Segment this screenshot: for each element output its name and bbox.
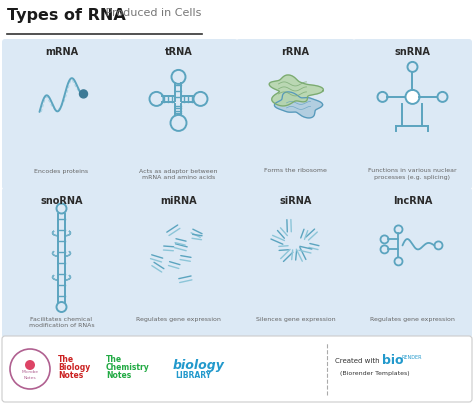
FancyBboxPatch shape	[353, 187, 472, 338]
Text: The: The	[106, 354, 122, 364]
FancyBboxPatch shape	[3, 40, 471, 337]
Text: LIBRARY: LIBRARY	[175, 370, 211, 379]
Text: snRNA: snRNA	[394, 47, 430, 57]
Text: Regulates gene expression: Regulates gene expression	[370, 317, 455, 322]
Text: Chemistry: Chemistry	[106, 362, 150, 372]
Text: Notes: Notes	[24, 376, 36, 380]
Text: miRNA: miRNA	[160, 196, 197, 206]
Text: RENDER: RENDER	[401, 355, 421, 360]
Text: bio: bio	[382, 354, 403, 368]
Text: siRNA: siRNA	[279, 196, 312, 206]
Circle shape	[80, 90, 88, 98]
Text: The: The	[58, 354, 74, 364]
Circle shape	[405, 90, 419, 104]
Text: Notes: Notes	[106, 370, 131, 379]
Text: Produced in Cells: Produced in Cells	[102, 8, 201, 18]
Text: snoRNA: snoRNA	[40, 196, 83, 206]
Circle shape	[25, 360, 35, 370]
Text: Forms the ribosome: Forms the ribosome	[264, 168, 327, 173]
FancyBboxPatch shape	[353, 39, 472, 189]
Polygon shape	[274, 92, 323, 118]
FancyBboxPatch shape	[2, 336, 472, 402]
Text: (Biorender Templates): (Biorender Templates)	[340, 372, 410, 377]
Text: rRNA: rRNA	[282, 47, 310, 57]
Text: Facilitates chemical
modification of RNAs: Facilitates chemical modification of RNA…	[29, 317, 94, 328]
Text: lncRNA: lncRNA	[393, 196, 432, 206]
FancyBboxPatch shape	[2, 187, 121, 338]
Text: Biology: Biology	[58, 362, 90, 372]
Text: tRNA: tRNA	[164, 47, 192, 57]
Text: Acts as adaptor between
mRNA and amino acids: Acts as adaptor between mRNA and amino a…	[139, 168, 218, 180]
Text: Silences gene expression: Silences gene expression	[255, 317, 335, 322]
Text: mRNA: mRNA	[45, 47, 78, 57]
Text: Regulates gene expression: Regulates gene expression	[136, 317, 221, 322]
Text: biology: biology	[173, 358, 225, 372]
FancyBboxPatch shape	[2, 39, 121, 189]
Text: Functions in various nuclear
processes (e.g. splicing): Functions in various nuclear processes (…	[368, 168, 457, 180]
Text: Created with: Created with	[335, 358, 380, 364]
Polygon shape	[269, 75, 323, 106]
Text: Microbe: Microbe	[21, 370, 38, 374]
Text: Notes: Notes	[58, 370, 83, 379]
FancyBboxPatch shape	[119, 39, 238, 189]
FancyBboxPatch shape	[236, 39, 355, 189]
Text: Types of RNA: Types of RNA	[7, 8, 126, 23]
FancyBboxPatch shape	[236, 187, 355, 338]
FancyBboxPatch shape	[119, 187, 238, 338]
Text: Encodes proteins: Encodes proteins	[35, 168, 89, 173]
